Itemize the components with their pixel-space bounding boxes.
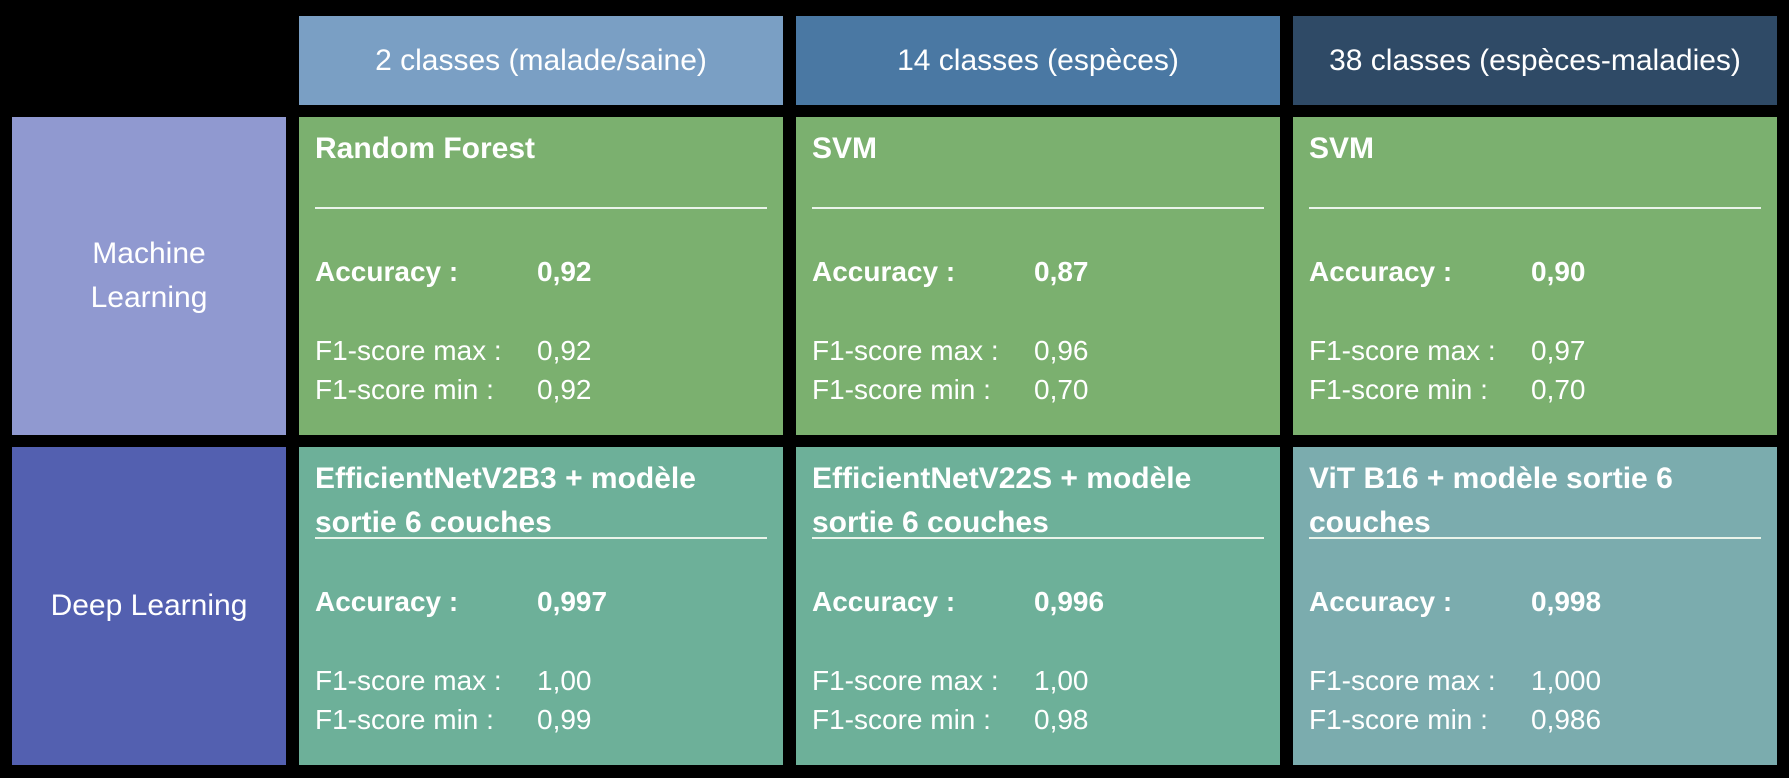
f1-min-row: F1-score min : 0,99 bbox=[315, 703, 767, 737]
f1-max-row: F1-score max : 1,00 bbox=[812, 664, 1264, 698]
model-name: EfficientNetV2B3 + modèle sortie 6 couch… bbox=[315, 462, 696, 539]
f1-max-label: F1-score max : bbox=[1309, 335, 1496, 366]
f1-max-row: F1-score max : 1,00 bbox=[315, 664, 767, 698]
f1-max-row: F1-score max : 0,97 bbox=[1309, 334, 1761, 368]
divider bbox=[812, 537, 1264, 539]
f1-max-label: F1-score max : bbox=[812, 665, 999, 696]
accuracy-value: 0,996 bbox=[1034, 586, 1105, 617]
result-cell-dl-2-classes: EfficientNetV2B3 + modèle sortie 6 couch… bbox=[299, 447, 783, 765]
f1-min-row: F1-score min : 0,70 bbox=[812, 373, 1264, 407]
model-name: EfficientNetV22S + modèle sortie 6 couch… bbox=[812, 462, 1192, 539]
f1-max-row: F1-score max : 1,000 bbox=[1309, 664, 1761, 698]
f1-max-label: F1-score max : bbox=[812, 335, 999, 366]
accuracy-label: Accuracy : bbox=[315, 256, 459, 287]
f1-min-row: F1-score min : 0,70 bbox=[1309, 373, 1761, 407]
model-name: ViT B16 + modèle sortie 6 couches bbox=[1309, 462, 1673, 539]
f1-min-label: F1-score min : bbox=[812, 704, 991, 735]
f1-min-label: F1-score min : bbox=[315, 704, 494, 735]
accuracy-row: Accuracy : 0,996 bbox=[812, 585, 1264, 619]
column-header-2-classes: 2 classes (malade/saine) bbox=[299, 16, 783, 105]
accuracy-row: Accuracy : 0,998 bbox=[1309, 585, 1761, 619]
model-name: SVM bbox=[1309, 132, 1375, 165]
results-table: 2 classes (malade/saine) 14 classes (esp… bbox=[12, 16, 1777, 766]
f1-max-value: 0,92 bbox=[537, 335, 592, 366]
model-name: SVM bbox=[812, 132, 878, 165]
f1-max-label: F1-score max : bbox=[315, 335, 502, 366]
f1-min-value: 0,70 bbox=[1531, 374, 1586, 405]
f1-min-label: F1-score min : bbox=[812, 374, 991, 405]
accuracy-value: 0,90 bbox=[1531, 256, 1586, 287]
f1-min-value: 0,70 bbox=[1034, 374, 1089, 405]
result-cell-dl-38-classes: ViT B16 + modèle sortie 6 couches Accura… bbox=[1293, 447, 1777, 765]
f1-max-label: F1-score max : bbox=[1309, 665, 1496, 696]
f1-max-value: 1,00 bbox=[1034, 665, 1089, 696]
result-cell-dl-14-classes: EfficientNetV22S + modèle sortie 6 couch… bbox=[796, 447, 1280, 765]
f1-min-row: F1-score min : 0,92 bbox=[315, 373, 767, 407]
f1-max-value: 1,000 bbox=[1531, 665, 1602, 696]
f1-min-row: F1-score min : 0,986 bbox=[1309, 703, 1761, 737]
model-name: Random Forest bbox=[315, 132, 536, 165]
divider bbox=[1309, 207, 1761, 209]
accuracy-value: 0,87 bbox=[1034, 256, 1089, 287]
divider bbox=[315, 537, 767, 539]
accuracy-row: Accuracy : 0,92 bbox=[315, 255, 767, 289]
f1-max-row: F1-score max : 0,92 bbox=[315, 334, 767, 368]
accuracy-value: 0,998 bbox=[1531, 586, 1602, 617]
accuracy-row: Accuracy : 0,90 bbox=[1309, 255, 1761, 289]
result-cell-ml-14-classes: SVM Accuracy : 0,87 F1-score max : 0,96 … bbox=[796, 117, 1280, 435]
result-cell-ml-2-classes: Random Forest Accuracy : 0,92 F1-score m… bbox=[299, 117, 783, 435]
column-header-14-classes: 14 classes (espèces) bbox=[796, 16, 1280, 105]
accuracy-label: Accuracy : bbox=[812, 586, 956, 617]
divider bbox=[315, 207, 767, 209]
f1-min-label: F1-score min : bbox=[1309, 704, 1488, 735]
f1-max-value: 0,96 bbox=[1034, 335, 1089, 366]
f1-min-value: 0,99 bbox=[537, 704, 592, 735]
accuracy-label: Accuracy : bbox=[812, 256, 956, 287]
divider bbox=[1309, 537, 1761, 539]
f1-min-value: 0,98 bbox=[1034, 704, 1089, 735]
f1-min-row: F1-score min : 0,98 bbox=[812, 703, 1264, 737]
accuracy-row: Accuracy : 0,87 bbox=[812, 255, 1264, 289]
f1-max-value: 1,00 bbox=[537, 665, 592, 696]
accuracy-label: Accuracy : bbox=[1309, 586, 1453, 617]
f1-min-label: F1-score min : bbox=[315, 374, 494, 405]
column-header-38-classes: 38 classes (espèces-maladies) bbox=[1293, 16, 1777, 105]
accuracy-label: Accuracy : bbox=[315, 586, 459, 617]
accuracy-value: 0,997 bbox=[537, 586, 608, 617]
f1-min-label: F1-score min : bbox=[1309, 374, 1488, 405]
accuracy-label: Accuracy : bbox=[1309, 256, 1453, 287]
f1-max-row: F1-score max : 0,96 bbox=[812, 334, 1264, 368]
table-corner bbox=[12, 16, 286, 105]
divider bbox=[812, 207, 1264, 209]
result-cell-ml-38-classes: SVM Accuracy : 0,90 F1-score max : 0,97 … bbox=[1293, 117, 1777, 435]
row-header-machine-learning: Machine Learning bbox=[12, 117, 286, 435]
row-header-deep-learning: Deep Learning bbox=[12, 447, 286, 765]
accuracy-row: Accuracy : 0,997 bbox=[315, 585, 767, 619]
f1-min-value: 0,986 bbox=[1531, 704, 1602, 735]
f1-max-value: 0,97 bbox=[1531, 335, 1586, 366]
f1-min-value: 0,92 bbox=[537, 374, 592, 405]
f1-max-label: F1-score max : bbox=[315, 665, 502, 696]
accuracy-value: 0,92 bbox=[537, 256, 592, 287]
